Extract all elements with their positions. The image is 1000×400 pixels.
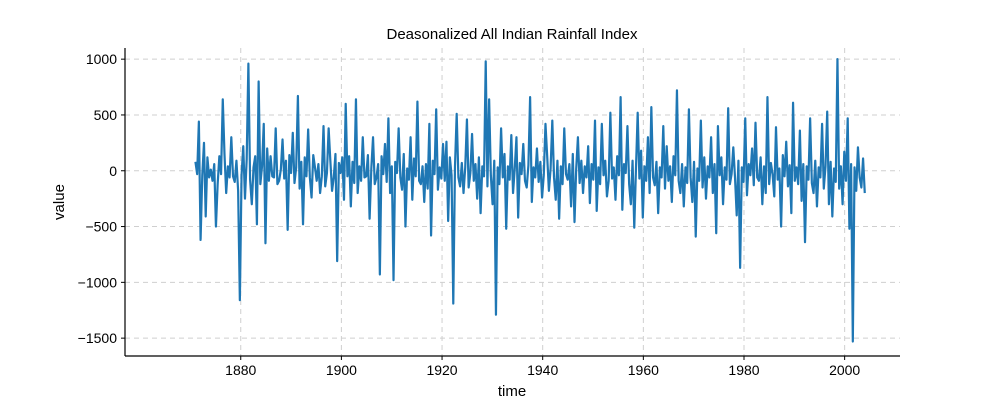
x-tick-label: 1900 bbox=[326, 362, 357, 378]
ticks: 1880 1900 1920 1940 1960 1980 2000 1000 500 0 −500… bbox=[78, 51, 861, 378]
y-tick-label: −500 bbox=[85, 219, 117, 235]
series-layer bbox=[194, 58, 866, 343]
x-tick-label: 1920 bbox=[426, 362, 457, 378]
chart-title: Deasonalized All Indian Rainfall Index bbox=[387, 26, 638, 43]
y-tick-label: 500 bbox=[94, 107, 118, 123]
y-tick-label: 0 bbox=[109, 163, 117, 179]
axes bbox=[124, 48, 900, 357]
y-tick-label: −1500 bbox=[78, 330, 118, 346]
series-line bbox=[194, 58, 866, 343]
x-tick-label: 1980 bbox=[728, 362, 759, 378]
x-tick-label: 2000 bbox=[829, 362, 860, 378]
y-tick-label: 1000 bbox=[86, 51, 117, 67]
y-axis-label: value bbox=[51, 184, 68, 220]
x-tick-label: 1960 bbox=[628, 362, 659, 378]
x-axis-label: time bbox=[498, 383, 526, 400]
y-tick-label: −1000 bbox=[78, 274, 118, 290]
x-tick-label: 1940 bbox=[527, 362, 558, 378]
x-tick-label: 1880 bbox=[225, 362, 256, 378]
